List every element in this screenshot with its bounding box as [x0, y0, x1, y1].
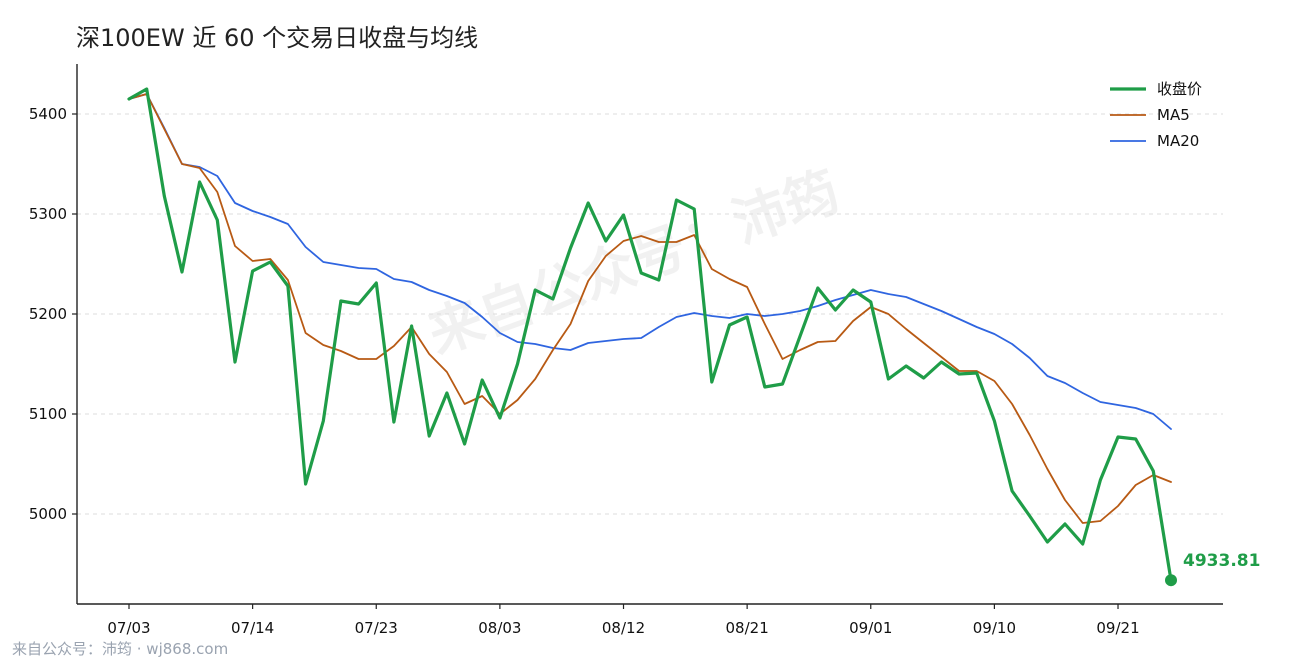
x-tick-label: 09/01 — [849, 619, 892, 637]
chart-title: 深100EW 近 60 个交易日收盘与均线 — [76, 24, 479, 52]
last-value-label: 4933.81 — [1183, 551, 1260, 571]
x-tick-label: 07/03 — [107, 619, 150, 637]
series-lines — [127, 87, 1173, 582]
x-tick-label: 07/14 — [231, 619, 274, 637]
grid-lines — [77, 113, 1223, 515]
x-tick-label: 08/12 — [602, 619, 645, 637]
legend-label: MA5 — [1157, 106, 1190, 124]
series-line-close — [127, 87, 1173, 582]
y-tick-label: 5000 — [29, 505, 67, 523]
x-tick-label: 09/21 — [1096, 619, 1139, 637]
y-tick-label: 5400 — [29, 105, 67, 123]
y-tick-label: 5300 — [29, 205, 67, 223]
y-tick-label: 5100 — [29, 405, 67, 423]
last-point-dot — [1165, 574, 1177, 587]
end-marker: 4933.81 — [1165, 551, 1260, 587]
footer-credit: 来自公众号：沛筠 · wj868.com — [12, 640, 229, 658]
y-axis-ticks: 5000 5100 5200 5300 5400 — [29, 105, 77, 523]
legend: 收盘价 MA5 MA20 — [1110, 80, 1202, 150]
x-tick-label: 09/10 — [973, 619, 1016, 637]
axes — [76, 64, 1223, 605]
x-axis-ticks: 07/03 07/14 07/23 08/03 08/12 08/21 09/01 09/10… — [107, 604, 1140, 637]
legend-label: 收盘价 — [1157, 80, 1202, 98]
x-tick-label: 07/23 — [355, 619, 398, 637]
watermark: 来自公众号：沛筠 — [420, 159, 847, 366]
x-tick-label: 08/21 — [726, 619, 769, 637]
legend-label: MA20 — [1157, 132, 1199, 150]
x-tick-label: 08/03 — [478, 619, 521, 637]
y-tick-label: 5200 — [29, 305, 67, 323]
series-line-ma20 — [128, 93, 1172, 430]
series-line-ma5 — [128, 93, 1172, 524]
